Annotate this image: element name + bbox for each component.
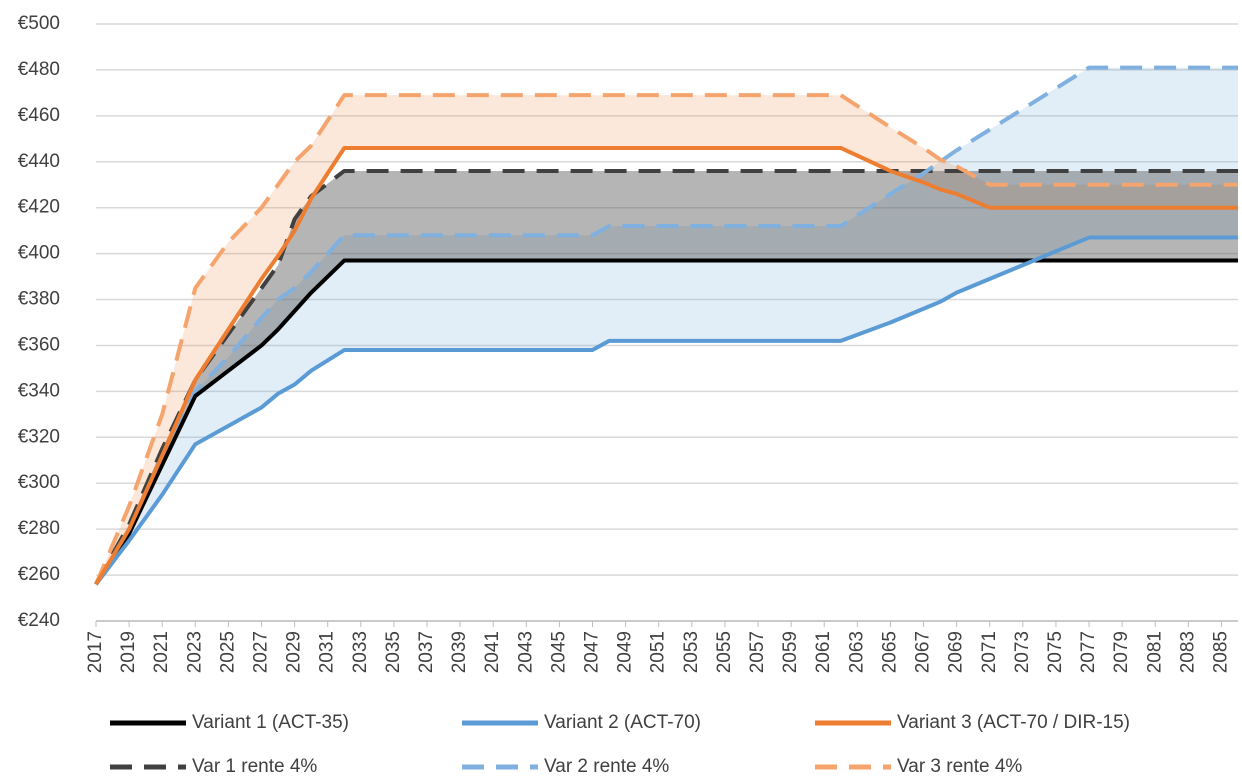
y-tick-label: €260 — [18, 564, 60, 585]
band-area — [96, 67, 1238, 585]
x-tick-label: 2067 — [913, 631, 934, 673]
x-tick-label: 2025 — [217, 631, 238, 673]
x-tick-label: 2073 — [1012, 631, 1033, 673]
x-tick-label: 2085 — [1210, 631, 1231, 673]
x-tick-label: 2017 — [85, 631, 106, 673]
y-tick-label: €280 — [18, 518, 60, 539]
x-tick-label: 2047 — [582, 631, 603, 673]
legend-label: Var 3 rente 4% — [897, 756, 1022, 777]
y-tick-label: €480 — [18, 59, 60, 80]
x-tick-label: 2051 — [648, 631, 669, 673]
y-tick-label: €240 — [18, 610, 60, 631]
x-tick-label: 2077 — [1078, 631, 1099, 673]
legend-label: Var 2 rente 4% — [544, 756, 669, 777]
x-tick-label: 2057 — [747, 631, 768, 673]
legend-label: Variant 2 (ACT-70) — [544, 712, 701, 733]
x-tick-label: 2019 — [118, 631, 139, 673]
x-tick-label: 2035 — [383, 631, 404, 673]
legend-label: Variant 3 (ACT-70 / DIR-15) — [897, 712, 1130, 733]
x-tick-label: 2069 — [946, 631, 967, 673]
y-tick-label: €400 — [18, 243, 60, 264]
y-tick-label: €500 — [18, 13, 60, 34]
legend-label: Variant 1 (ACT-35) — [192, 712, 349, 733]
y-tick-label: €460 — [18, 105, 60, 126]
x-tick-label: 2021 — [151, 631, 172, 673]
x-tick-label: 2075 — [1045, 631, 1066, 673]
x-tick-label: 2023 — [184, 631, 205, 673]
y-tick-label: €320 — [18, 426, 60, 447]
x-tick-label: 2061 — [813, 631, 834, 673]
x-tick-label: 2071 — [979, 631, 1000, 673]
series-line — [94, 258, 1238, 586]
y-tick-label: €380 — [18, 289, 60, 310]
x-tick-label: 2083 — [1177, 631, 1198, 673]
x-tick-label: 2033 — [350, 631, 371, 673]
y-tick-label: €360 — [18, 334, 60, 355]
x-tick-label: 2081 — [1144, 631, 1165, 673]
x-tick-label: 2049 — [615, 631, 636, 673]
y-tick-label: €340 — [18, 380, 60, 401]
x-tick-label: 2041 — [482, 631, 503, 673]
series-line — [94, 145, 1238, 586]
series-line — [94, 65, 1238, 586]
series-line — [94, 235, 1238, 586]
y-tick-label: €300 — [18, 472, 60, 493]
x-tick-label: 2043 — [515, 631, 536, 673]
x-tick-label: 2031 — [317, 631, 338, 673]
x-tick-label: 2053 — [681, 631, 702, 673]
x-tick-label: 2079 — [1111, 631, 1132, 673]
series-line — [94, 93, 1238, 586]
band-area — [96, 170, 1238, 585]
x-tick-label: 2037 — [416, 631, 437, 673]
x-tick-label: 2063 — [846, 631, 867, 673]
y-tick-label: €420 — [18, 197, 60, 218]
x-tick-label: 2055 — [714, 631, 735, 673]
legend-label: Var 1 rente 4% — [192, 756, 317, 777]
x-tick-label: 2065 — [879, 631, 900, 673]
y-tick-label: €440 — [18, 151, 60, 172]
x-tick-label: 2029 — [284, 631, 305, 673]
x-tick-label: 2059 — [780, 631, 801, 673]
x-tick-label: 2039 — [449, 631, 470, 673]
x-tick-label: 2045 — [548, 631, 569, 673]
x-tick-label: 2027 — [251, 631, 272, 673]
